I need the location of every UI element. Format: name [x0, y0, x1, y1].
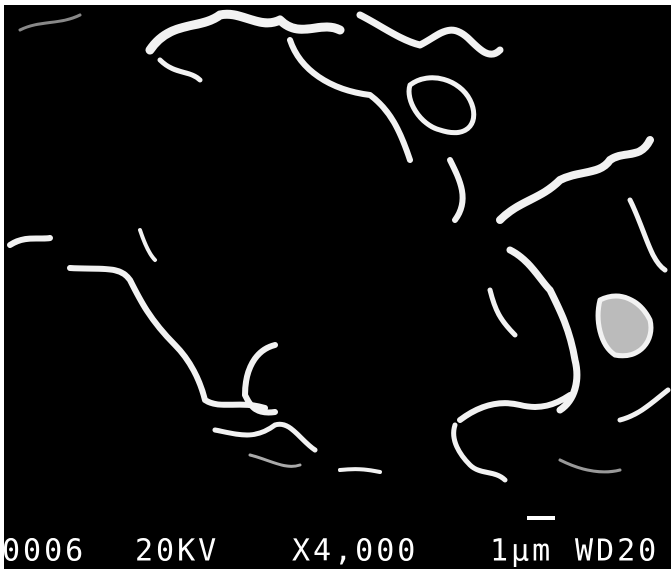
- scale-label: 1μm: [490, 534, 553, 569]
- voltage: 20KV: [135, 534, 219, 569]
- magnification: X4,000: [292, 534, 418, 569]
- image-number: 0006: [2, 534, 86, 569]
- scale-bar: [527, 516, 555, 520]
- working-distance: WD20: [575, 534, 659, 569]
- sem-micrograph: 0006 20KV X4,000 1μm WD20: [0, 0, 671, 569]
